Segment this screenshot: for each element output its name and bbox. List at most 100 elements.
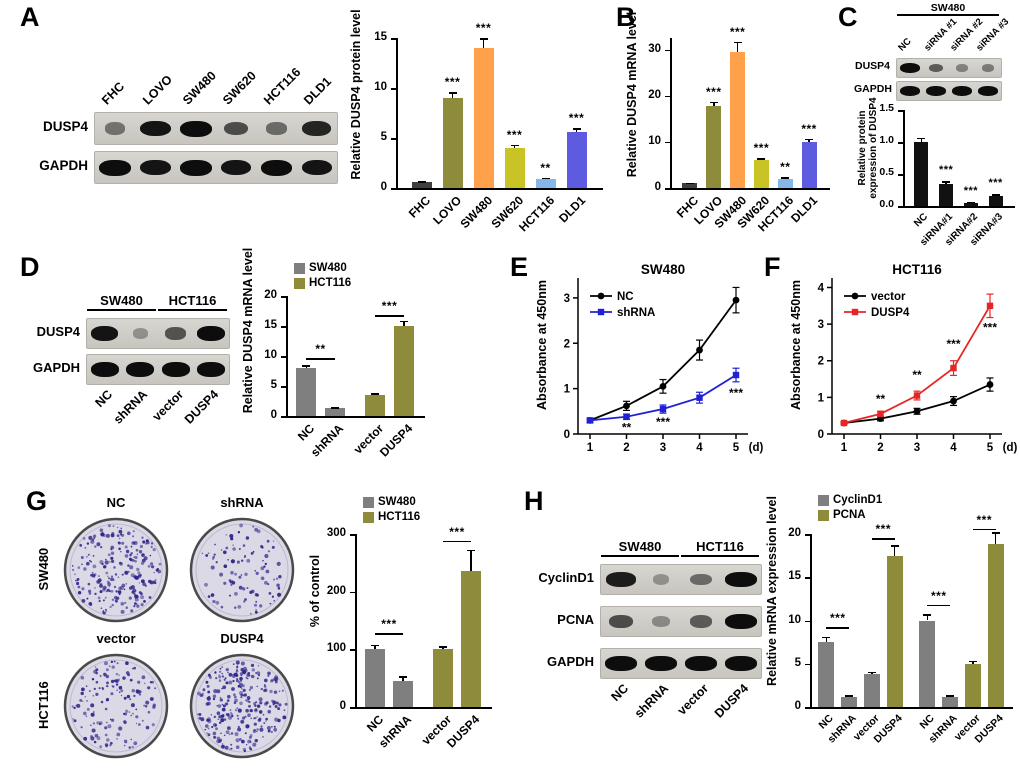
protein-band: [90, 362, 119, 377]
bar-DUSP4: [461, 571, 481, 707]
protein-band: [652, 616, 670, 627]
protein-band: [925, 86, 947, 96]
blot-row-label: GAPDH: [33, 360, 80, 376]
y-tick: [391, 38, 396, 40]
significance-label: ***: [656, 415, 670, 429]
protein-band: [180, 120, 212, 137]
data-point-NC: [732, 296, 740, 304]
y-axis: [810, 534, 812, 707]
protein-band: [928, 63, 944, 73]
x-tick-label: 5: [733, 442, 740, 454]
y-tick: [391, 138, 396, 140]
lane-label: LOVO: [139, 71, 175, 107]
blot-row-label: DUSP4: [42, 119, 88, 135]
panel-e-letter: E: [510, 252, 529, 282]
series-line-NC: [589, 299, 737, 422]
y-tick: [665, 141, 670, 144]
y-axis-title: Relative DUSP4 mRNA level: [241, 247, 255, 414]
x-axis: [903, 206, 1015, 208]
blot-strip: [600, 606, 762, 637]
y-axis-title: Relative DUSP4 mRNA level: [625, 11, 639, 178]
y-tick: [391, 188, 396, 190]
protein-band: [140, 120, 171, 137]
y-tick-label: 2: [818, 356, 824, 368]
significance-label: ***: [801, 121, 817, 136]
x-tick-label: 2: [877, 442, 883, 454]
bar-HCT116: [777, 178, 793, 188]
legend-label: shRNA: [617, 307, 655, 319]
bar-siRNA#1: [939, 183, 954, 206]
error-bar-cap: [439, 646, 447, 648]
y-tick: [898, 142, 903, 144]
data-point-shRNA: [623, 413, 630, 420]
blot-strip: [600, 648, 762, 679]
y-tick: [805, 577, 810, 579]
y-tick-label: 1: [564, 384, 571, 396]
blot-strip: [86, 318, 230, 349]
blot-row-label: GAPDH: [854, 83, 892, 96]
protein-band: [690, 573, 712, 586]
protein-band: [104, 122, 126, 135]
significance-label: ***: [988, 177, 1003, 190]
data-point-vector: [986, 381, 994, 388]
y-tick-label: 5: [794, 656, 801, 669]
y-tick: [665, 95, 670, 98]
protein-band: [977, 86, 999, 96]
sig-bracket: [871, 538, 895, 540]
cell-line-header: SW480: [601, 539, 679, 557]
x-axis-unit: (d): [749, 442, 764, 454]
panel-g-letter: G: [26, 486, 48, 516]
significance-label: ***: [729, 24, 746, 39]
legend-swatch: [294, 277, 305, 289]
blot-row-label: DUSP4: [36, 324, 80, 340]
bar-LOVO: [442, 98, 463, 188]
protein-band: [955, 64, 969, 72]
significance-label: **: [912, 368, 922, 382]
blot-row-label: GAPDH: [547, 654, 594, 670]
error-bar: [920, 137, 923, 142]
y-tick-label: 0: [794, 700, 801, 712]
error-bar-cap: [946, 695, 955, 697]
y-tick: [805, 534, 810, 536]
y-tick-label: 1.5: [879, 102, 894, 114]
y-axis: [355, 534, 357, 707]
error-bar: [403, 320, 405, 326]
y-tick: [350, 649, 355, 651]
bar-shRNA: [942, 696, 959, 707]
x-tick-label: 1: [841, 442, 848, 454]
y-tick: [898, 110, 903, 112]
panel-b-letter: B: [616, 2, 636, 32]
bar-NC: [818, 642, 835, 707]
protein-band: [161, 362, 190, 377]
data-point-DUSP4: [986, 302, 994, 310]
protein-band: [140, 159, 171, 176]
significance-label: ***: [938, 164, 954, 177]
bar-DUSP4: [987, 544, 1004, 707]
y-tick-label: 10: [264, 349, 277, 361]
blot-strip: [94, 151, 338, 184]
y-tick: [281, 326, 286, 328]
legend-swatch: [363, 511, 374, 523]
error-bar: [402, 676, 404, 682]
panel-h-western-blot: SW480 HCT116 NC shRNA vector DUSP4 CyclinD1 PCN…: [536, 496, 764, 740]
significance-label: **: [315, 342, 326, 357]
panel-d-western-blot: SW480 HCT116 NC shRNA vector DUSP4 DUSP4 GAPDH: [32, 293, 232, 470]
significance-label: ***: [449, 524, 465, 539]
error-bar-cap: [479, 38, 488, 40]
x-tick-label: 5: [987, 442, 994, 454]
series-line-DUSP4: [843, 305, 991, 424]
protein-band: [302, 120, 332, 137]
sig-bracket: [375, 633, 403, 635]
bar-SW620: [504, 148, 525, 188]
y-tick-label: 2: [564, 338, 570, 350]
significance-label: **: [780, 160, 791, 175]
bar-SW620: [753, 160, 769, 188]
dish-label: shRNA: [220, 495, 264, 510]
error-bar: [713, 101, 715, 106]
protein-band: [652, 574, 670, 585]
dish-label: DUSP4: [220, 631, 264, 646]
error-bar-cap: [867, 671, 876, 674]
error-bar: [825, 636, 828, 643]
y-tick-label: 0.0: [879, 198, 894, 210]
data-point-DUSP4: [913, 392, 921, 399]
